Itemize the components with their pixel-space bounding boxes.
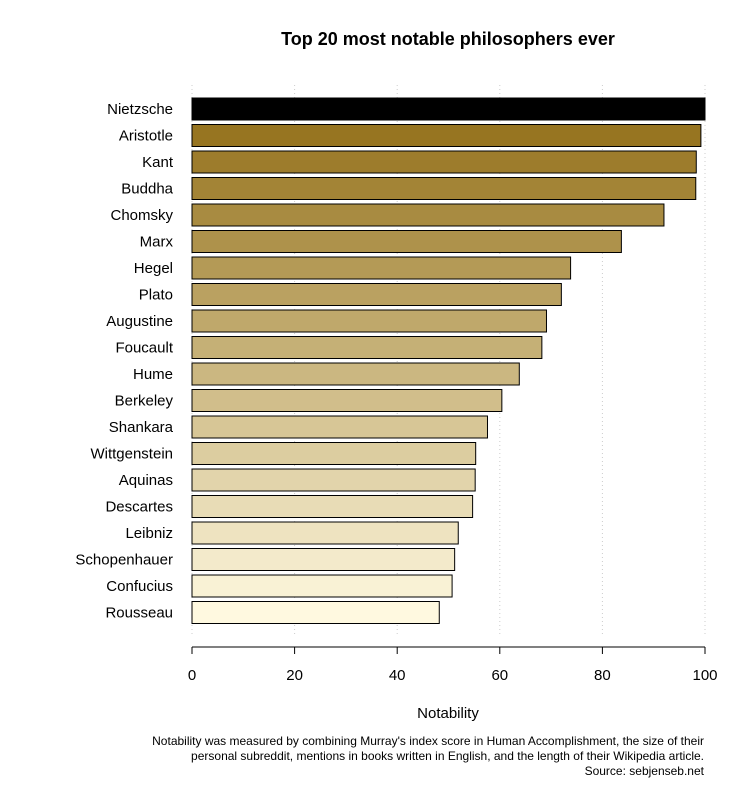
footnote-line: Source: sebjenseb.net [585,764,705,778]
bar [191,495,474,518]
category-label: Aquinas [119,472,173,489]
category-label: Schopenhauer [75,552,173,569]
x-tick-label: 40 [389,667,406,684]
bar [191,203,665,227]
bar [191,362,520,386]
category-label: Leibniz [125,525,173,542]
category-label: Berkeley [115,393,174,410]
bar [191,177,697,200]
category-label: Plato [139,287,173,304]
bar [191,389,503,412]
bar [191,601,440,624]
bar [191,230,622,253]
bar [191,468,476,492]
category-labels: Nietzsche Aristotle Kant Buddha Chomsky Marx H… [75,101,173,622]
chart-title: Top 20 most notable philosophers ever [281,29,615,49]
x-axis-title: Notability [417,705,479,722]
bar [191,548,456,571]
footnote-line: personal subreddit, mentions in books wr… [191,749,704,763]
category-label: Shankara [109,419,174,436]
x-tick-label: 20 [286,667,303,684]
bar [191,283,562,306]
bar [191,150,697,174]
category-label: Foucault [115,340,173,357]
bar [191,442,477,465]
bar [191,574,453,598]
bar [191,124,702,147]
bar [191,256,572,280]
x-tick-label: 100 [692,667,717,684]
category-label: Marx [140,234,174,251]
category-label: Kant [142,154,174,171]
bar [191,521,459,545]
category-label: Buddha [121,181,173,198]
bar [191,309,547,333]
category-label: Chomsky [110,207,173,224]
category-label: Nietzsche [107,101,173,118]
footnote: Notability was measured by combining Mur… [152,734,705,778]
x-tick-label: 80 [594,667,611,684]
category-label: Hume [133,366,173,383]
x-tick-label: 0 [188,667,196,684]
category-label: Hegel [134,260,173,277]
bars [191,97,706,624]
category-label: Wittgenstein [90,446,173,463]
bar [191,415,488,439]
category-label: Confucius [106,578,173,595]
x-tick-label: 60 [491,667,508,684]
category-label: Augustine [106,313,173,330]
footnote-line: Notability was measured by combining Mur… [152,734,704,748]
category-label: Aristotle [119,128,173,145]
x-axis: 0 20 40 60 80 100 [188,646,718,684]
bar [191,97,706,121]
category-label: Rousseau [105,605,173,622]
category-label: Descartes [105,499,173,516]
bar [191,336,543,359]
